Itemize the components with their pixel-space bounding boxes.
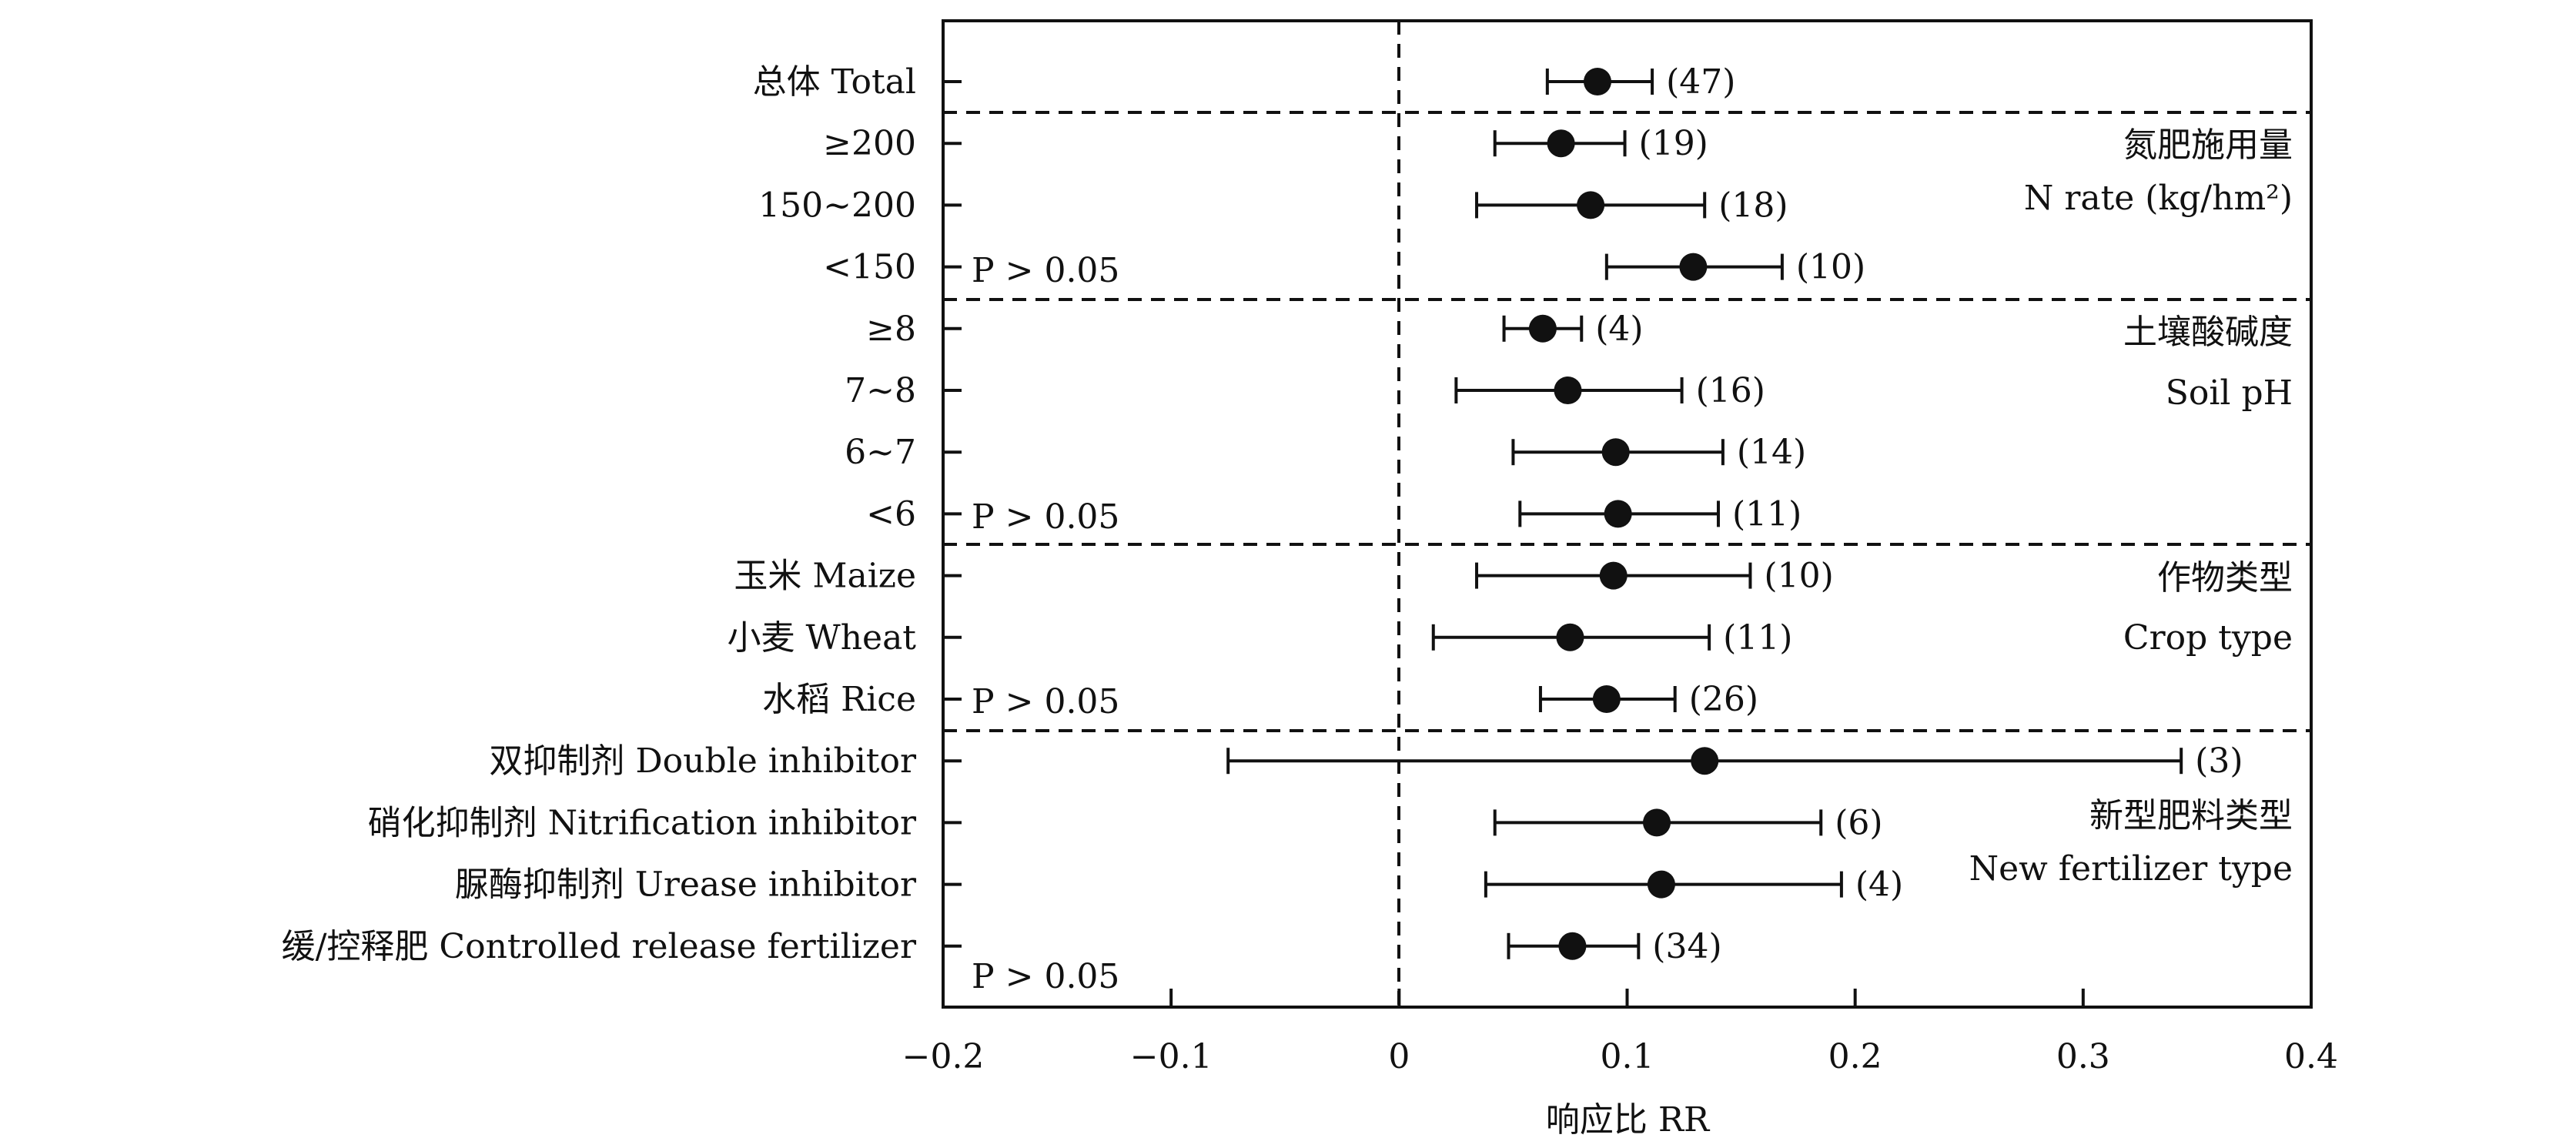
sample-count-label: (6)	[1835, 803, 1882, 842]
row-label: 水稻 Rice	[762, 680, 916, 719]
point-estimate	[1556, 623, 1584, 651]
row-label: ≥8	[866, 310, 916, 349]
row-label: 总体 Total	[753, 62, 916, 102]
group-title-fertilizer-type-en: New fertilizer type	[1969, 849, 2293, 889]
point-estimate	[1558, 932, 1587, 960]
sample-count-label: (26)	[1689, 680, 1758, 719]
x-tick-label: −0.2	[902, 1037, 985, 1076]
point-estimate	[1643, 808, 1671, 837]
sample-count-label: (16)	[1696, 371, 1765, 410]
group-title-fertilizer-type-cn: 新型肥料类型	[2089, 796, 2293, 835]
point-estimate	[1547, 129, 1575, 158]
row-label: 150~200	[758, 186, 916, 225]
point-estimate	[1583, 68, 1611, 95]
x-tick-label: 0.3	[2056, 1037, 2110, 1076]
point-estimate	[1592, 685, 1621, 713]
group-title-crop-type-en: Crop type	[2123, 618, 2293, 658]
row-label: ≥200	[823, 124, 916, 163]
x-axis-title: 响应比 RR	[1546, 1100, 1711, 1140]
row-label: 玉米 Maize	[734, 557, 916, 596]
group-title-crop-type-cn: 作物类型	[2157, 558, 2293, 597]
group-title-soil-ph-en: Soil pH	[2166, 373, 2293, 413]
row-label: 硝化抑制剂 Nitrification inhibitor	[368, 803, 917, 842]
x-tick-label: −0.1	[1130, 1037, 1213, 1076]
sample-count-label: (10)	[1764, 557, 1833, 596]
row-label: 7~8	[845, 371, 916, 410]
row-label: <6	[866, 494, 916, 534]
row-label: 双抑制剂 Double inhibitor	[489, 741, 917, 781]
point-estimate	[1601, 438, 1630, 467]
x-tick-label: 0.1	[1601, 1037, 1654, 1076]
point-estimate	[1647, 870, 1675, 899]
sample-count-label: (11)	[1723, 618, 1792, 658]
x-tick-label: 0.4	[2284, 1037, 2338, 1076]
point-estimate	[1599, 561, 1628, 590]
sample-count-label: (4)	[1855, 865, 1903, 905]
sample-count-label: (14)	[1737, 433, 1806, 472]
point-estimate	[1528, 314, 1557, 343]
point-estimate	[1554, 377, 1582, 404]
row-label: 6~7	[845, 433, 916, 472]
p-value-crop-type: P > 0.05	[972, 682, 1119, 721]
group-title-soil-ph-cn: 土壤酸碱度	[2123, 313, 2293, 352]
sample-count-label: (34)	[1652, 927, 1721, 966]
group-title-n-rate-cn: 氮肥施用量	[2123, 126, 2293, 165]
row-label: <150	[823, 248, 916, 287]
x-tick-label: 0	[1388, 1037, 1410, 1076]
p-value-n-rate: P > 0.05	[972, 251, 1119, 290]
point-estimate	[1577, 191, 1605, 219]
sample-count-label: (4)	[1595, 310, 1643, 349]
p-value-fertilizer-type: P > 0.05	[972, 957, 1119, 996]
row-label: 缓/控释肥 Controlled release fertilizer	[282, 927, 917, 966]
sample-count-label: (10)	[1796, 248, 1865, 287]
sample-count-label: (18)	[1718, 186, 1788, 225]
p-value-soil-ph: P > 0.05	[972, 497, 1119, 537]
point-estimate	[1604, 500, 1632, 528]
point-estimate	[1679, 253, 1708, 281]
x-axis: −0.2 −0.1 0 0.1 0.2 0.3 0.4	[902, 989, 2338, 1076]
sample-count-label: (47)	[1666, 62, 1735, 102]
sample-count-label: (11)	[1732, 494, 1802, 534]
rows-layer: 总体 Total (47) ≥200 (19) 150~200 (18) <150 (10) ≥…	[282, 62, 2243, 966]
row-label: 小麦 Wheat	[727, 618, 916, 658]
group-title-n-rate-en: N rate (kg/hm²)	[2024, 179, 2293, 218]
point-estimate	[1691, 747, 1719, 775]
row-label: 脲酶抑制剂 Urease inhibitor	[455, 865, 917, 905]
sample-count-label: (19)	[1639, 124, 1708, 163]
x-tick-label: 0.2	[1828, 1037, 1882, 1076]
sample-count-label: (3)	[2195, 741, 2243, 781]
